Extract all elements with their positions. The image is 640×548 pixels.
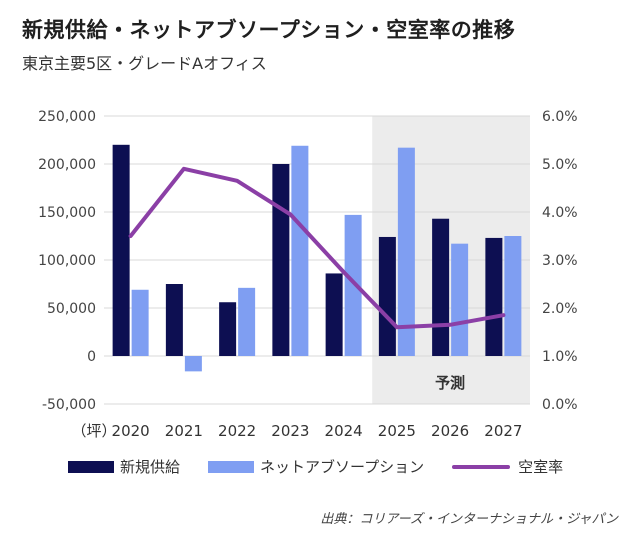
y-left-tick-label: 0: [87, 349, 96, 365]
y-right-tick-label: 5.0%: [542, 157, 578, 173]
legend-swatch-vacancy: [452, 464, 511, 469]
legend-label-supply: 新規供給: [120, 458, 181, 476]
forecast-label: 予測: [435, 374, 465, 392]
bar-absorption: [184, 356, 202, 372]
x-tick-label: 2027: [484, 422, 522, 440]
y-right-tick-label: 0.0%: [542, 397, 578, 413]
y-right-tick-label: 2.0%: [542, 301, 578, 317]
bar-absorption: [131, 289, 149, 356]
x-tick-label: 2023: [271, 422, 309, 440]
y-right-tick-label: 1.0%: [542, 349, 578, 365]
legend-label-vacancy: 空室率: [518, 458, 564, 476]
bar-supply: [485, 237, 503, 356]
bar-absorption: [344, 214, 362, 356]
x-tick-label: 2026: [431, 422, 469, 440]
y-right-tick-label: 6.0%: [542, 109, 578, 125]
bar-absorption: [238, 287, 256, 356]
x-tick-label: 2020: [112, 422, 150, 440]
bar-absorption: [451, 243, 469, 356]
y-left-tick-label: 100,000: [38, 253, 96, 269]
y-left-tick-label: 200,000: [38, 157, 96, 173]
y-right-tick-label: 4.0%: [542, 205, 578, 221]
legend-swatch-supply: [68, 460, 114, 473]
y-left-tick-label: -50,000: [42, 397, 96, 413]
bar-supply: [432, 218, 450, 356]
legend-item-supply: 新規供給: [68, 456, 180, 477]
x-unit-label: （坪）: [71, 422, 116, 440]
legend-item-absorption: ネットアブソープション: [208, 456, 424, 477]
vacancy-line: [128, 166, 506, 330]
bar-supply: [378, 236, 396, 356]
legend: 新規供給 ネットアブソープション 空室率: [68, 456, 591, 477]
bar-absorption: [397, 147, 415, 356]
y-left-tick-label: 50,000: [47, 301, 96, 317]
legend-label-absorption: ネットアブソープション: [260, 458, 425, 476]
bar-absorption: [291, 145, 309, 356]
bar-supply: [272, 164, 290, 356]
y-left-tick-label: 250,000: [38, 109, 96, 125]
bar-supply: [165, 284, 183, 356]
chart-subtitle: 東京主要5区・グレードAオフィス: [22, 54, 267, 73]
y-left-tick-label: 150,000: [38, 205, 96, 221]
bar-absorption: [504, 236, 522, 356]
bar-supply: [325, 273, 343, 356]
legend-swatch-absorption: [208, 460, 255, 473]
x-tick-label: 2024: [325, 422, 363, 440]
bar-supply: [112, 144, 130, 356]
x-tick-label: 2025: [378, 422, 416, 440]
x-tick-label: 2021: [165, 422, 203, 440]
chart-title: 新規供給・ネットアブソープション・空室率の推移: [22, 18, 516, 42]
bar-supply: [219, 302, 237, 356]
legend-item-vacancy: 空室率: [452, 456, 563, 477]
source-note: 出典：コリアーズ・インターナショナル・ジャパン: [320, 512, 618, 527]
y-right-tick-label: 3.0%: [542, 253, 578, 269]
x-tick-label: 2022: [218, 422, 256, 440]
